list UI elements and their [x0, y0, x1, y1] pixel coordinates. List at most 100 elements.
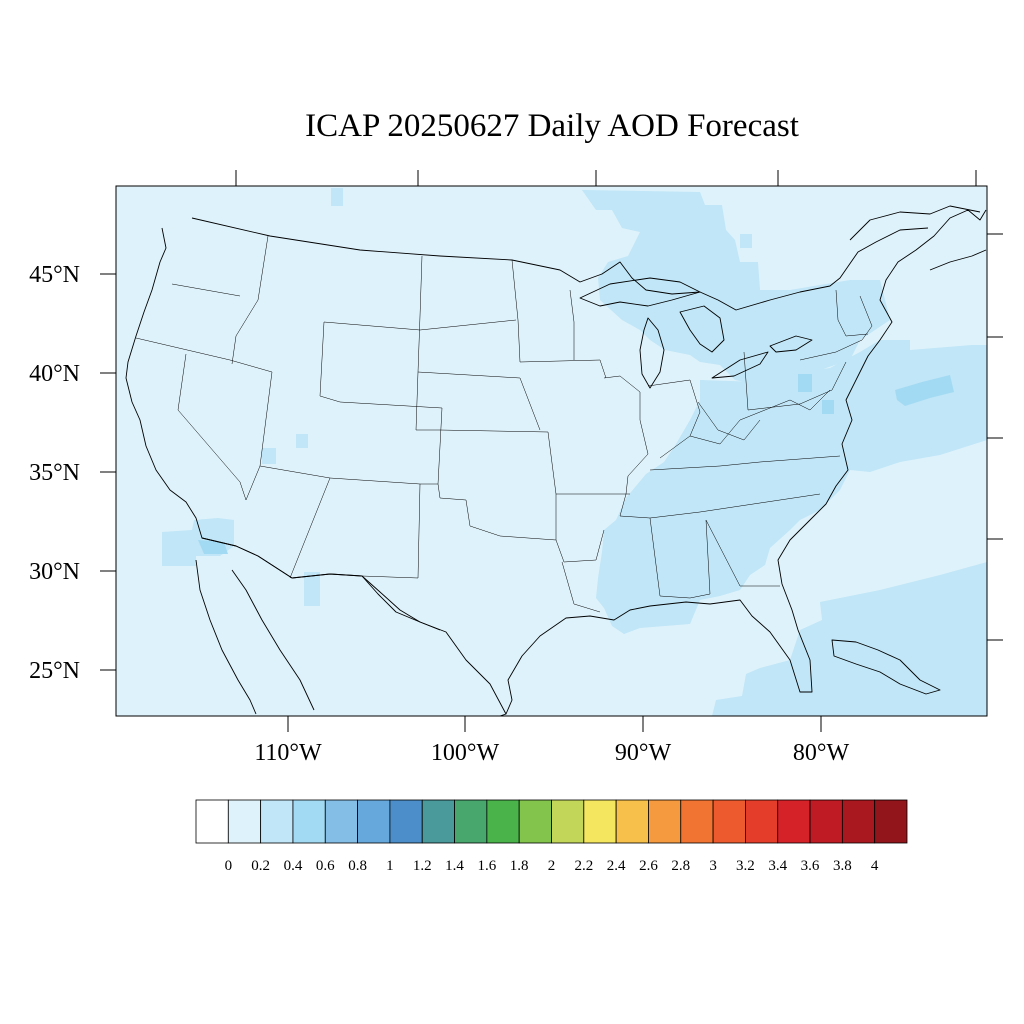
state-line [319, 321, 443, 485]
state-line [177, 353, 247, 501]
lon-label: 100°W [431, 740, 500, 766]
state-line [231, 235, 269, 365]
aod-region-baja-darker [198, 540, 228, 554]
us-outline [125, 209, 987, 715]
state-line [619, 493, 711, 599]
state-line [259, 465, 438, 485]
colorbar-label: 3 [709, 858, 717, 874]
state-line [323, 319, 517, 331]
aod-region-southeast [596, 340, 987, 634]
state-line [647, 379, 701, 459]
lake-michigan [639, 317, 665, 389]
axis-ticks [100, 170, 1003, 732]
colorbar-swatch [551, 799, 585, 844]
colorbar-label: 3.6 [801, 858, 820, 874]
latitude-labels: 45°N 40°N 35°N 30°N 25°N [29, 262, 80, 684]
aod-region-mid-atlantic-offshore [895, 375, 954, 406]
colorbar-label: 0.4 [284, 858, 303, 874]
colorbar-label: 0.2 [251, 858, 270, 874]
colorbar-swatch [518, 799, 552, 844]
colorbar-swatch [874, 799, 908, 844]
state-line [689, 389, 831, 445]
colorbar-swatch [389, 799, 423, 844]
lat-label: 35°N [29, 460, 80, 486]
mexico-west-coast [231, 569, 315, 711]
colorbar-label: 0 [225, 858, 233, 874]
state-line [603, 375, 649, 495]
colorbar-label: 4 [871, 858, 879, 874]
colorbar-label: 1 [386, 858, 394, 874]
colorbar-swatch [260, 799, 294, 844]
colorbar-label: 2.2 [574, 858, 593, 874]
colorbar-swatch [421, 799, 455, 844]
state-line [835, 289, 869, 337]
colorbar-swatch [680, 799, 714, 844]
aod-colorbar-labels: 0 0.2 0.4 0.6 0.8 1 1.2 1.4 1.6 1.8 2 2.2 2.4 2.6 2.8 3… [225, 858, 879, 874]
state-line [171, 283, 241, 297]
lon-label: 90°W [615, 740, 672, 766]
aod-patch-small [262, 448, 276, 464]
state-line [561, 561, 601, 613]
colorbar-label: 1.6 [477, 858, 496, 874]
map-frame [115, 185, 988, 717]
colorbar-swatch [841, 799, 876, 844]
colorbar-swatch [324, 799, 358, 844]
state-line [417, 371, 541, 431]
colorbar-swatch [745, 799, 779, 844]
lake-erie [711, 351, 769, 379]
cuba-coast [831, 639, 941, 695]
colorbar-swatch [357, 799, 391, 844]
colorbar-label: 2.6 [639, 858, 658, 874]
nova-scotia [929, 249, 987, 271]
colorbar-swatch [648, 799, 682, 844]
state-line [799, 295, 873, 361]
aod-patch-small [304, 572, 320, 606]
state-line [569, 289, 575, 360]
state-line [649, 493, 821, 519]
aod-patch-small [331, 188, 343, 206]
aod-shading [162, 188, 987, 716]
lon-label: 110°W [254, 740, 322, 766]
lat-label: 25°N [29, 658, 80, 684]
longitude-labels: 110°W 100°W 90°W 80°W [254, 740, 849, 766]
state-borders [135, 235, 873, 613]
aod-patch-small [296, 434, 308, 448]
state-line [705, 519, 780, 587]
colorbar-swatch [615, 799, 649, 844]
aod-colorbar [195, 799, 908, 844]
lat-label: 40°N [29, 361, 80, 387]
aod-patch-darker [798, 374, 812, 392]
colorbar-label: 0.6 [316, 858, 335, 874]
aod-region-western-atlantic [712, 562, 987, 716]
colorbar-label: 0.8 [348, 858, 367, 874]
colorbar-label: 2 [548, 858, 556, 874]
colorbar-swatch [292, 799, 326, 844]
colorbar-swatch [712, 799, 746, 844]
colorbar-label: 3.4 [768, 858, 787, 874]
state-line [511, 259, 607, 379]
state-line [135, 337, 273, 373]
colorbar-label: 2.4 [607, 858, 626, 874]
colorbar-label: 1.2 [413, 858, 432, 874]
colorbar-label: 2.8 [671, 858, 690, 874]
lon-label: 80°W [793, 740, 850, 766]
country-borders [125, 205, 987, 716]
state-line [289, 477, 331, 579]
colorbar-label: 3.8 [833, 858, 852, 874]
aod-region-northern-plains [582, 190, 890, 385]
lake-superior [579, 277, 701, 307]
map-title: ICAP 20250627 Daily AOD Forecast [305, 108, 799, 144]
state-line [555, 529, 605, 563]
lat-label: 45°N [29, 262, 80, 288]
colorbar-swatch [777, 799, 811, 844]
state-line [361, 483, 421, 579]
aod-patch-darker [822, 400, 834, 414]
colorbar-label: 1.4 [445, 858, 464, 874]
colorbar-swatch [486, 799, 520, 844]
lake-ontario [769, 335, 813, 353]
state-line [743, 351, 847, 411]
state-line [697, 401, 761, 441]
canada-border [191, 217, 929, 311]
colorbar-swatch [227, 799, 262, 844]
